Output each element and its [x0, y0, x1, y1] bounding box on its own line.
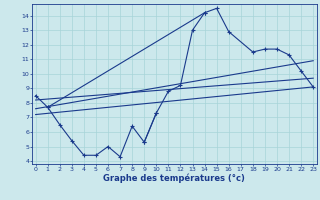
X-axis label: Graphe des températures (°c): Graphe des températures (°c) [103, 173, 245, 183]
